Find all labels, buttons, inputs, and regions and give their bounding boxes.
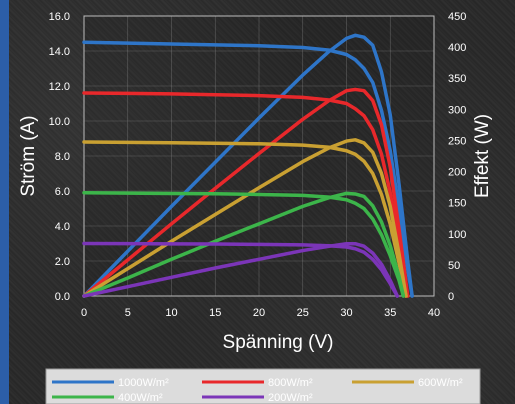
x-tick-label: 20 <box>253 307 265 319</box>
x-tick-label: 35 <box>384 307 396 319</box>
power-curve-800 <box>82 87 410 298</box>
y-right-tick-label: 100 <box>448 229 466 241</box>
y-left-tick-label: 4.0 <box>55 221 70 233</box>
x-tick-label: 25 <box>297 307 309 319</box>
y-right-tick-label: 0 <box>448 291 454 303</box>
x-tick-label: 40 <box>428 307 440 319</box>
power-curve-400 <box>82 191 406 298</box>
current-curve-800 <box>82 91 410 298</box>
plot-frame <box>83 15 435 297</box>
legend-label: 800W/m² <box>268 377 313 389</box>
tick-labels: 0 5 10 15 20 25 30 35 40 0.0 2.0 4.0 6.0 8.0 10.0 12.0 1… <box>49 11 467 319</box>
x-tick-label: 10 <box>165 307 177 319</box>
current-curve-1000 <box>82 40 414 298</box>
legend-box <box>45 368 481 404</box>
y-right-tick-label: 450 <box>448 11 466 23</box>
legend-label: 1000W/m² <box>118 377 169 389</box>
y-right-tick-label: 50 <box>448 260 460 272</box>
y-left-tick-label: 16.0 <box>49 11 70 23</box>
y-right-tick-label: 200 <box>448 167 466 179</box>
y-left-tick-label: 6.0 <box>55 186 70 198</box>
y-left-tick-label: 2.0 <box>55 256 70 268</box>
y-left-tick-label: 14.0 <box>49 46 70 58</box>
y-right-tick-label: 150 <box>448 198 466 210</box>
legend: 1000W/m² 800W/m² 600W/m² 400W/m² 200W/m² <box>45 368 481 404</box>
current-curve-400 <box>82 191 406 298</box>
y-left-tick-label: 0.0 <box>55 291 70 303</box>
y-right-tick-label: 400 <box>448 42 466 54</box>
x-tick-label: 30 <box>340 307 352 319</box>
current-curve-200 <box>82 241 399 298</box>
legend-label: 400W/m² <box>118 392 163 404</box>
y-left-tick-label: 8.0 <box>55 151 70 163</box>
y-axis-right-title: Effekt (W) <box>472 114 493 198</box>
axes <box>83 15 435 297</box>
left-edge-strip <box>0 0 9 404</box>
y-left-tick-label: 10.0 <box>49 116 70 128</box>
power-curve-600 <box>82 138 408 298</box>
y-left-tick-label: 12.0 <box>49 81 70 93</box>
legend-label: 200W/m² <box>268 392 313 404</box>
x-tick-label: 0 <box>81 307 87 319</box>
power-curve-1000 <box>82 33 414 298</box>
series <box>82 33 414 298</box>
y-right-tick-label: 350 <box>448 73 466 85</box>
y-right-tick-label: 300 <box>448 104 466 116</box>
y-right-tick-label: 250 <box>448 135 466 147</box>
x-tick-label: 5 <box>125 307 131 319</box>
current-curve-600 <box>82 140 408 298</box>
x-tick-label: 15 <box>209 307 221 319</box>
x-axis-title: Spänning (V) <box>223 332 334 353</box>
legend-label: 600W/m² <box>418 377 463 389</box>
y-axis-left-title: Ström (A) <box>18 115 39 196</box>
